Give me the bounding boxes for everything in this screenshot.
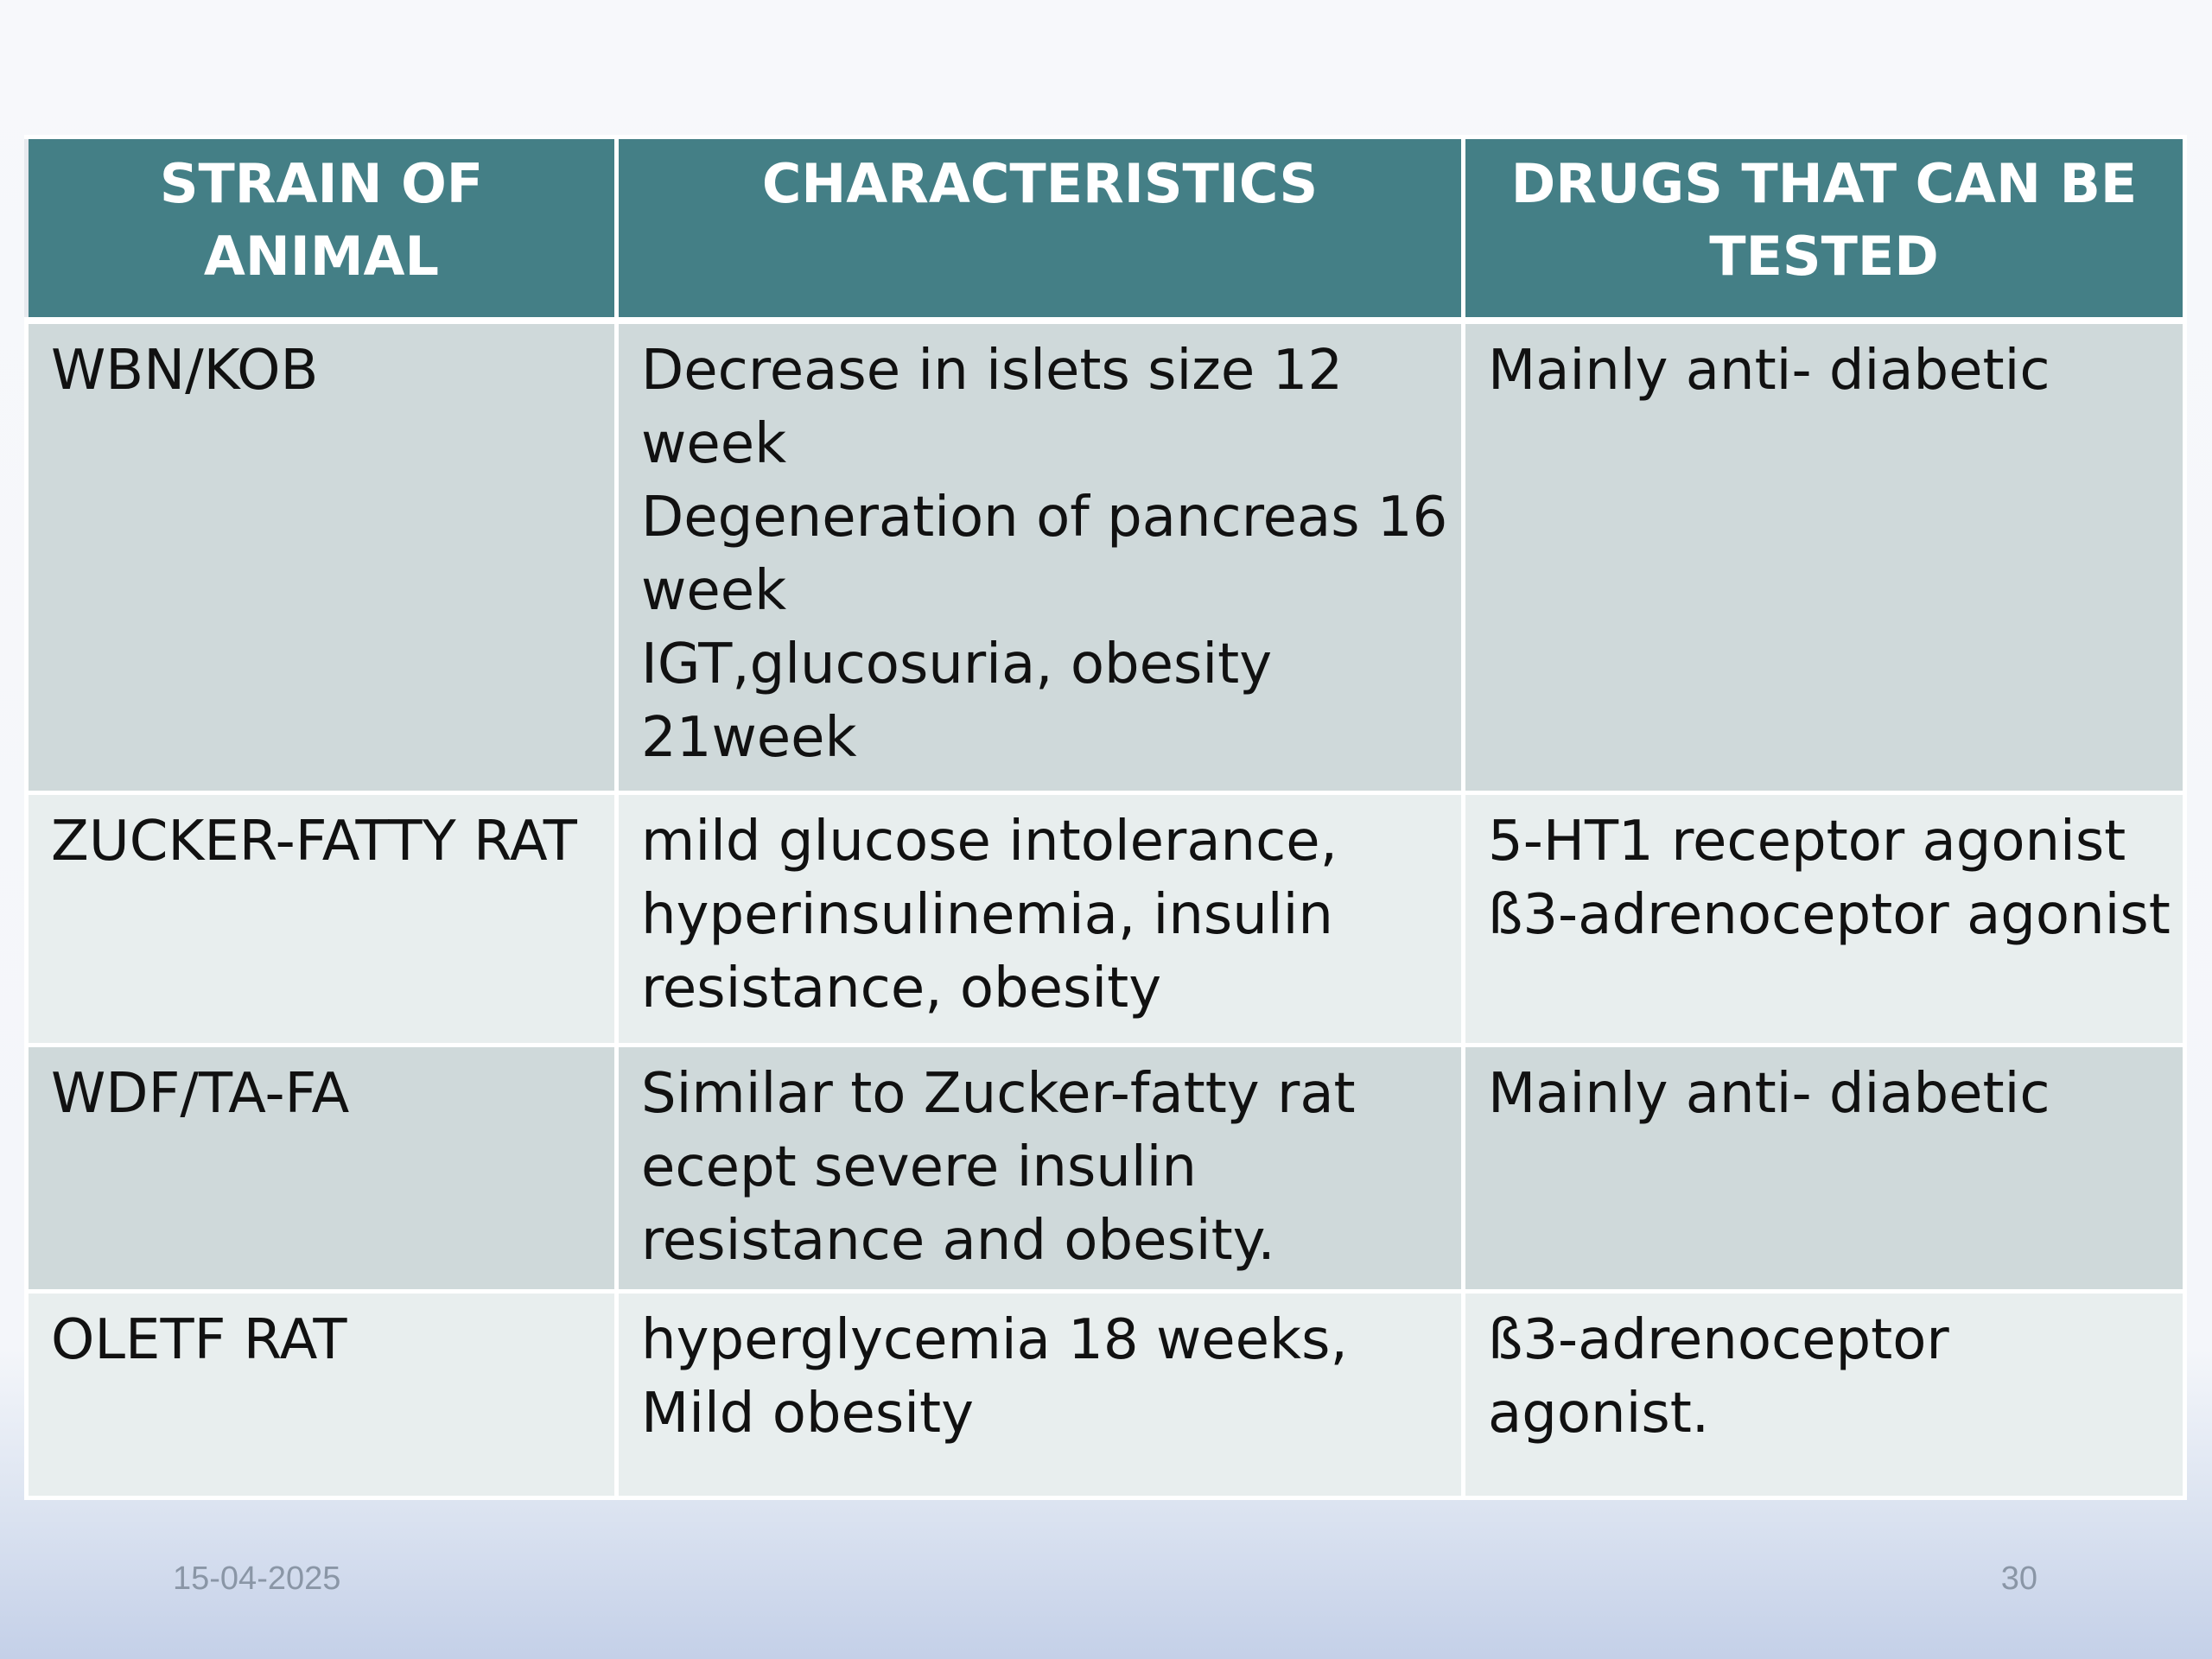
strain-name: ZUCKER-FATTY RAT: [51, 810, 577, 874]
strain-table: STRAIN OF ANIMAL CHARACTERISTICS DRUGS T…: [24, 135, 2187, 1500]
drugs-cell: Mainly anti- diabetic: [1461, 1043, 2187, 1294]
strain-name: WDF/TA-FA: [51, 1062, 350, 1126]
drugs-line: ß3-adrenoceptor agonist: [1488, 883, 2171, 947]
characteristics-line: Decrease in islets size 12: [641, 339, 1344, 403]
drugs-line: agonist.: [1488, 1382, 1710, 1446]
drugs-line: Mainly anti- diabetic: [1488, 1062, 2050, 1126]
header-strain: STRAIN OF ANIMAL: [24, 135, 619, 324]
characteristics-line: resistance and obesity.: [641, 1209, 1275, 1273]
characteristics-line: week: [641, 412, 787, 476]
table-row: ZUCKER-FATTY RAT mild glucose intoleranc…: [24, 791, 2187, 1047]
drugs-cell: 5-HT1 receptor agonist ß3-adrenoceptor a…: [1461, 791, 2187, 1047]
characteristics-cell: mild glucose intolerance, hyperinsulinem…: [614, 791, 1465, 1047]
strain-cell: OLETF RAT: [24, 1289, 619, 1500]
slide-date: 15-04-2025: [173, 1560, 341, 1597]
slide-page-number: 30: [2000, 1560, 2037, 1597]
characteristics-line: IGT,glucosuria, obesity: [641, 632, 1273, 696]
strain-cell: ZUCKER-FATTY RAT: [24, 791, 619, 1047]
characteristics-line: 21week: [641, 706, 857, 770]
drugs-cell: ß3-adrenoceptor agonist.: [1461, 1289, 2187, 1500]
characteristics-cell: Similar to Zucker-fatty rat ecept severe…: [614, 1043, 1465, 1294]
characteristics-line: week: [641, 559, 787, 623]
strain-name: WBN/KOB: [51, 339, 319, 403]
characteristics-line: Degeneration of pancreas 16: [641, 486, 1448, 550]
drugs-line: 5-HT1 receptor agonist: [1488, 810, 2126, 874]
characteristics-line: Mild obesity: [641, 1382, 974, 1446]
table-row: OLETF RAT hyperglycemia 18 weeks, Mild o…: [24, 1289, 2187, 1500]
drugs-line: ß3-adrenoceptor: [1488, 1308, 1949, 1372]
characteristics-cell: hyperglycemia 18 weeks, Mild obesity: [614, 1289, 1465, 1500]
characteristics-cell: Decrease in islets size 12 week Degenera…: [614, 318, 1465, 795]
table-header-row: STRAIN OF ANIMAL CHARACTERISTICS DRUGS T…: [24, 135, 2187, 324]
drugs-line: Mainly anti- diabetic: [1488, 339, 2050, 403]
characteristics-line: ecept severe insulin: [641, 1135, 1197, 1199]
table-row: WDF/TA-FA Similar to Zucker-fatty rat ec…: [24, 1043, 2187, 1294]
characteristics-line: mild glucose intolerance,: [641, 810, 1338, 874]
strain-cell: WDF/TA-FA: [24, 1043, 619, 1294]
characteristics-line: hyperinsulinemia, insulin: [641, 883, 1333, 947]
table-row: WBN/KOB Decrease in islets size 12 week …: [24, 318, 2187, 795]
strain-cell: WBN/KOB: [24, 318, 619, 795]
strain-name: OLETF RAT: [51, 1308, 347, 1372]
characteristics-line: hyperglycemia 18 weeks,: [641, 1308, 1348, 1372]
drugs-cell: Mainly anti- diabetic: [1461, 318, 2187, 795]
header-drugs: DRUGS THAT CAN BE TESTED: [1461, 135, 2187, 324]
characteristics-line: resistance, obesity: [641, 957, 1162, 1020]
header-characteristics: CHARACTERISTICS: [614, 135, 1465, 324]
characteristics-line: Similar to Zucker-fatty rat: [641, 1062, 1356, 1126]
